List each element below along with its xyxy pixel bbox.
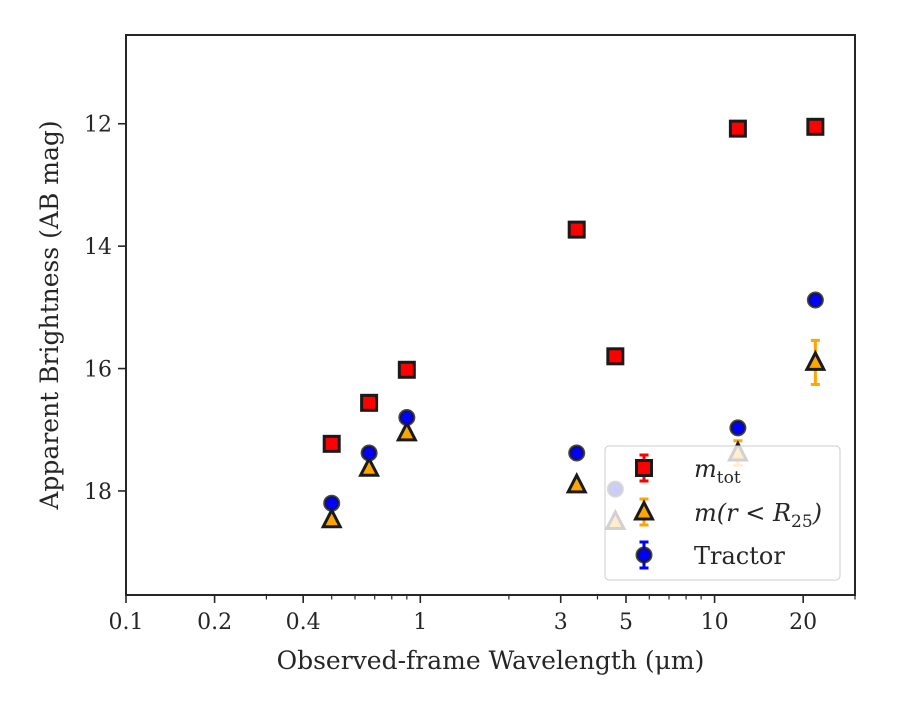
data-point-triangle <box>565 472 588 494</box>
data-point-square <box>806 117 825 136</box>
y-tick-label: 18 <box>84 480 112 505</box>
legend-label: m(r < R25) <box>694 499 822 532</box>
data-point-triangle <box>395 420 418 442</box>
axis-ticks: 0.1 0.2 0.4 1 3 5 10 20 12 14 16 18 <box>84 113 856 635</box>
data-point-circle <box>568 444 586 462</box>
data-point-circle <box>323 494 341 512</box>
x-tick-label: 0.2 <box>197 610 232 635</box>
data-point-circle <box>729 419 747 437</box>
data-point-square <box>322 434 341 453</box>
y-tick-label: 14 <box>84 235 112 260</box>
x-tick-label: 10 <box>701 610 729 635</box>
x-tick-label: 1 <box>413 610 427 635</box>
series-square <box>322 117 825 453</box>
data-point-circle <box>398 409 416 427</box>
legend-entry: mtot <box>635 453 741 488</box>
data-point-triangle <box>804 349 827 371</box>
legend: mtot m(r < R25) Tractor <box>604 445 841 581</box>
x-tick-label: 20 <box>789 610 817 635</box>
data-point-triangle <box>358 455 381 477</box>
x-tick-label: 3 <box>554 610 568 635</box>
data-point-square <box>360 393 379 412</box>
data-point-circle <box>806 291 824 309</box>
legend-box <box>604 445 841 581</box>
y-tick-label: 16 <box>84 358 112 383</box>
x-axis-label: Observed-frame Wavelength (μm) <box>277 646 705 675</box>
legend-marker-circle <box>635 546 653 564</box>
legend-marker-triangle <box>633 499 655 521</box>
data-point-circle <box>360 444 378 462</box>
data-point-square <box>606 347 625 366</box>
x-tick-label: 0.1 <box>109 610 144 635</box>
plot-frame <box>125 34 856 596</box>
y-axis-label: Apparent Brightness (AB mag) <box>35 120 64 510</box>
data-point-square <box>397 360 416 379</box>
x-tick-label: 0.4 <box>286 610 321 635</box>
data-point-square <box>567 220 586 239</box>
legend-label: mtot <box>694 455 741 488</box>
data-point-square <box>728 119 747 138</box>
legend-label: Tractor <box>694 542 785 570</box>
legend-entry: Tractor <box>635 540 785 570</box>
y-tick-label: 12 <box>84 113 112 138</box>
legend-marker-square <box>635 459 653 477</box>
data-point-triangle <box>320 506 343 529</box>
legend-entry: m(r < R25) <box>633 497 822 532</box>
x-tick-label: 5 <box>619 610 633 635</box>
